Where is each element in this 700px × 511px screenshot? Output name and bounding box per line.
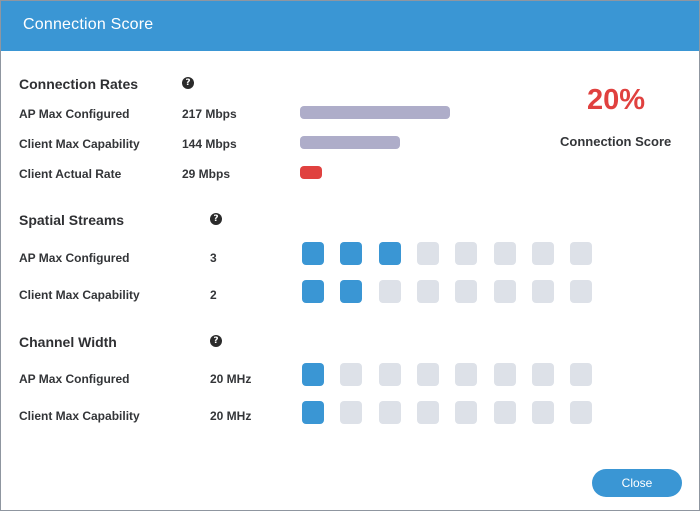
- streams-label-client-max: Client Max Capability: [19, 288, 140, 302]
- indicator-square-inactive: [494, 401, 516, 424]
- indicator-square-inactive: [494, 280, 516, 303]
- indicator-square-inactive: [417, 242, 439, 265]
- indicator-square-inactive: [570, 363, 592, 386]
- connection-score-label: Connection Score: [560, 134, 672, 149]
- close-button[interactable]: Close: [592, 469, 682, 497]
- indicator-square-inactive: [340, 363, 362, 386]
- indicator-square-inactive: [494, 363, 516, 386]
- indicator-square-active: [340, 242, 362, 265]
- rate-label-ap-max: AP Max Configured: [19, 107, 130, 121]
- indicator-square-inactive: [455, 363, 477, 386]
- rate-bar-ap-max: [300, 106, 450, 119]
- indicator-square-inactive: [455, 401, 477, 424]
- spatial-streams-help-icon[interactable]: ?: [210, 213, 222, 225]
- connection-rates-title: Connection Rates: [19, 76, 139, 92]
- indicator-square-inactive: [379, 280, 401, 303]
- indicator-square-inactive: [340, 401, 362, 424]
- indicator-square-active: [340, 280, 362, 303]
- streams-label-ap-max: AP Max Configured: [19, 251, 130, 265]
- streams-value-client-max: 2: [210, 288, 217, 302]
- indicator-square-inactive: [532, 401, 554, 424]
- rate-value-ap-max: 217 Mbps: [182, 107, 237, 121]
- width-label-client-max: Client Max Capability: [19, 409, 140, 423]
- indicator-square-inactive: [532, 363, 554, 386]
- indicator-square-active: [302, 363, 324, 386]
- width-value-client-max: 20 MHz: [210, 409, 252, 423]
- indicator-square-inactive: [379, 401, 401, 424]
- width-squares-ap-max: [302, 363, 602, 387]
- rate-bar-client-actual: [300, 166, 322, 179]
- streams-squares-ap-max: [302, 242, 602, 266]
- channel-width-title: Channel Width: [19, 334, 117, 350]
- indicator-square-inactive: [570, 401, 592, 424]
- indicator-square-inactive: [532, 280, 554, 303]
- indicator-square-inactive: [570, 280, 592, 303]
- indicator-square-active: [302, 280, 324, 303]
- connection-score-value: 20%: [587, 84, 646, 116]
- dialog-header: Connection Score: [1, 1, 699, 51]
- streams-squares-client-max: [302, 280, 602, 304]
- indicator-square-inactive: [455, 280, 477, 303]
- indicator-square-inactive: [417, 280, 439, 303]
- connection-rates-help-icon[interactable]: ?: [182, 77, 194, 89]
- rate-bar-client-max: [300, 136, 400, 149]
- indicator-square-active: [379, 242, 401, 265]
- indicator-square-active: [302, 242, 324, 265]
- width-squares-client-max: [302, 401, 602, 425]
- indicator-square-inactive: [494, 242, 516, 265]
- indicator-square-inactive: [417, 401, 439, 424]
- indicator-square-inactive: [570, 242, 592, 265]
- indicator-square-inactive: [455, 242, 477, 265]
- spatial-streams-title: Spatial Streams: [19, 212, 125, 228]
- rate-value-client-actual: 29 Mbps: [182, 167, 231, 181]
- streams-value-ap-max: 3: [210, 251, 217, 265]
- indicator-square-active: [302, 401, 324, 424]
- indicator-square-inactive: [417, 363, 439, 386]
- rate-value-client-max: 144 Mbps: [182, 137, 237, 151]
- width-label-ap-max: AP Max Configured: [19, 372, 130, 386]
- indicator-square-inactive: [532, 242, 554, 265]
- rate-label-client-max: Client Max Capability: [19, 137, 140, 151]
- rate-label-client-actual: Client Actual Rate: [19, 167, 122, 181]
- channel-width-help-icon[interactable]: ?: [210, 335, 222, 347]
- dialog-title: Connection Score: [23, 16, 154, 33]
- indicator-square-inactive: [379, 363, 401, 386]
- width-value-ap-max: 20 MHz: [210, 372, 252, 386]
